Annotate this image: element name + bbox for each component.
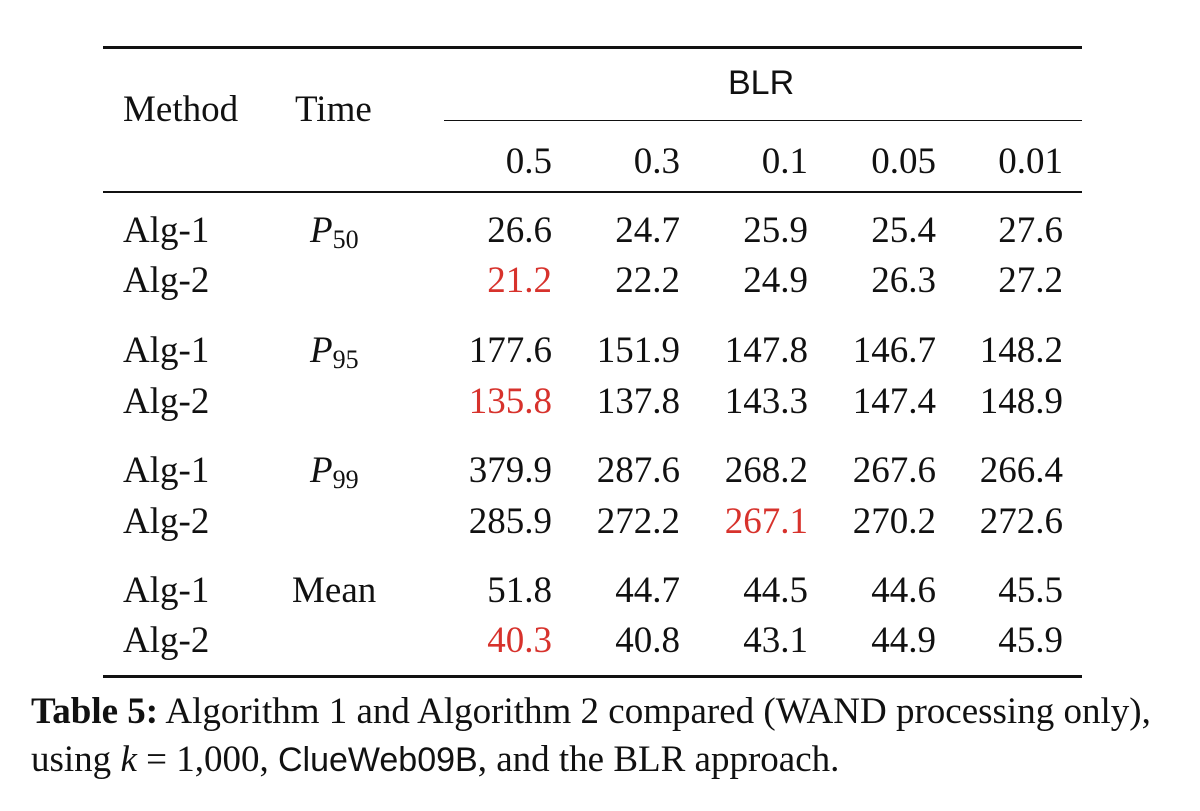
table-cell: 43.1 <box>743 620 808 661</box>
table-cell: 44.7 <box>615 570 680 611</box>
time-label-mean: Mean <box>292 570 377 611</box>
table-cell: 27.6 <box>998 210 1063 251</box>
table-cell-best: 135.8 <box>468 381 552 422</box>
method-label: Alg-1 <box>123 210 210 251</box>
table-cell: 44.9 <box>871 620 936 661</box>
table-cell: 147.8 <box>724 330 808 371</box>
table-cell: 22.2 <box>615 260 680 301</box>
table-cell-best: 267.1 <box>724 501 808 542</box>
table-cell: 285.9 <box>468 501 552 542</box>
method-label: Alg-1 <box>123 330 210 371</box>
table-cell: 146.7 <box>852 330 936 371</box>
table-cell: 268.2 <box>724 450 808 491</box>
table-cell: 272.6 <box>979 501 1063 542</box>
table-cell: 272.2 <box>596 501 680 542</box>
header-rule <box>103 191 1082 193</box>
table-cell: 147.4 <box>852 381 936 422</box>
table-cell: 51.8 <box>487 570 552 611</box>
header-col-0-05: 0.05 <box>871 141 936 182</box>
header-blr: BLR <box>728 64 795 102</box>
table-cell: 287.6 <box>596 450 680 491</box>
table-cell: 267.6 <box>852 450 936 491</box>
table-cell-best: 40.3 <box>487 620 552 661</box>
table-cell: 45.9 <box>998 620 1063 661</box>
header-col-0-5: 0.5 <box>505 141 552 182</box>
table-cell-best: 21.2 <box>487 260 552 301</box>
table-cell: 26.6 <box>487 210 552 251</box>
method-label: Alg-2 <box>123 260 210 301</box>
header-method: Method <box>123 89 239 130</box>
table-cell: 266.4 <box>979 450 1063 491</box>
table-cell: 137.8 <box>596 381 680 422</box>
table-cell: 40.8 <box>615 620 680 661</box>
caption-dataset: ClueWeb09B <box>278 741 478 779</box>
table-cell: 24.7 <box>615 210 680 251</box>
caption-k: k <box>120 739 137 780</box>
time-label-p99: P99 <box>310 450 359 494</box>
caption-text: Algorithm 1 and Algorithm 2 compared (WA… <box>31 691 1151 780</box>
header-col-0-01: 0.01 <box>998 141 1063 182</box>
table-cell: 26.3 <box>871 260 936 301</box>
method-label: Alg-2 <box>123 620 210 661</box>
time-label-p95: P95 <box>310 330 359 374</box>
header-col-0-1: 0.1 <box>761 141 808 182</box>
table-cell: 148.9 <box>979 381 1063 422</box>
table-cell: 44.6 <box>871 570 936 611</box>
table-cell: 25.9 <box>743 210 808 251</box>
table-cell: 27.2 <box>998 260 1063 301</box>
header-time: Time <box>295 89 372 130</box>
table-cell: 25.4 <box>871 210 936 251</box>
caption-text: , and the BLR approach. <box>477 739 840 780</box>
method-label: Alg-1 <box>123 570 210 611</box>
table-cell: 44.5 <box>743 570 808 611</box>
table-cell: 270.2 <box>852 501 936 542</box>
table-cell: 148.2 <box>979 330 1063 371</box>
table-cell: 151.9 <box>596 330 680 371</box>
table-cell: 379.9 <box>468 450 552 491</box>
caption-label: Table 5: <box>31 691 159 732</box>
table-cell: 143.3 <box>724 381 808 422</box>
header-col-0-3: 0.3 <box>633 141 680 182</box>
table-cell: 24.9 <box>743 260 808 301</box>
bottom-rule <box>103 675 1082 678</box>
method-label: Alg-2 <box>123 501 210 542</box>
blr-rule <box>444 120 1082 121</box>
caption-text: = 1,000, <box>136 739 278 780</box>
table-cell: 45.5 <box>998 570 1063 611</box>
table-caption: Table 5: Algorithm 1 and Algorithm 2 com… <box>31 688 1181 784</box>
top-rule <box>103 46 1082 49</box>
table-cell: 177.6 <box>468 330 552 371</box>
method-label: Alg-1 <box>123 450 210 491</box>
time-label-p50: P50 <box>310 210 359 254</box>
method-label: Alg-2 <box>123 381 210 422</box>
